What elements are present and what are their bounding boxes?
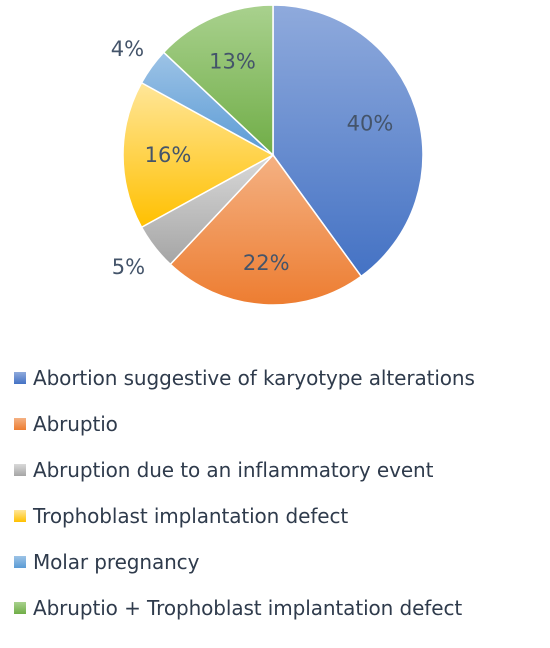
legend-swatch <box>14 556 26 568</box>
pie-slice <box>162 4 274 157</box>
pie-slice-label: 22% <box>243 251 290 275</box>
legend-swatch <box>14 464 26 476</box>
pie-slice-label: 16% <box>145 143 192 167</box>
pie-slice-label: 5% <box>112 255 145 279</box>
pie-slice <box>169 153 363 306</box>
legend-swatch <box>14 602 26 614</box>
legend-label: Abortion suggestive of karyotype alterat… <box>33 366 475 390</box>
pie-slice-labels: 40% 22% 5% 16% 4% 13% <box>111 37 394 279</box>
legend-item: Abruptio <box>14 412 546 436</box>
pie-slice-label: 40% <box>347 111 394 135</box>
legend-label: Abruption due to an inflammatory event <box>33 458 434 482</box>
pie-chart-svg: 40% 22% 5% 16% 4% 13% <box>111 4 424 306</box>
pie-slice <box>272 4 424 278</box>
legend-swatch <box>14 510 26 522</box>
pie-chart: 40% 22% 5% 16% 4% 13% <box>111 4 424 306</box>
legend-label: Molar pregnancy <box>33 550 200 574</box>
legend-label: Abruptio <box>33 412 118 436</box>
legend-item: Abruptio + Trophoblast implantation defe… <box>14 596 546 620</box>
legend-swatch <box>14 372 26 384</box>
legend-label: Abruptio + Trophoblast implantation defe… <box>33 596 463 620</box>
legend: Abortion suggestive of karyotype alterat… <box>14 366 546 642</box>
legend-item: Abortion suggestive of karyotype alterat… <box>14 366 546 390</box>
legend-item: Abruption due to an inflammatory event <box>14 458 546 482</box>
pie-slice-label: 4% <box>111 37 144 61</box>
legend-item: Molar pregnancy <box>14 550 546 574</box>
legend-item: Trophoblast implantation defect <box>14 504 546 528</box>
legend-label: Trophoblast implantation defect <box>33 504 349 528</box>
legend-swatch <box>14 418 26 430</box>
pie-slice <box>122 81 275 229</box>
pie-slices <box>122 4 424 306</box>
pie-slice-label: 13% <box>209 49 256 73</box>
